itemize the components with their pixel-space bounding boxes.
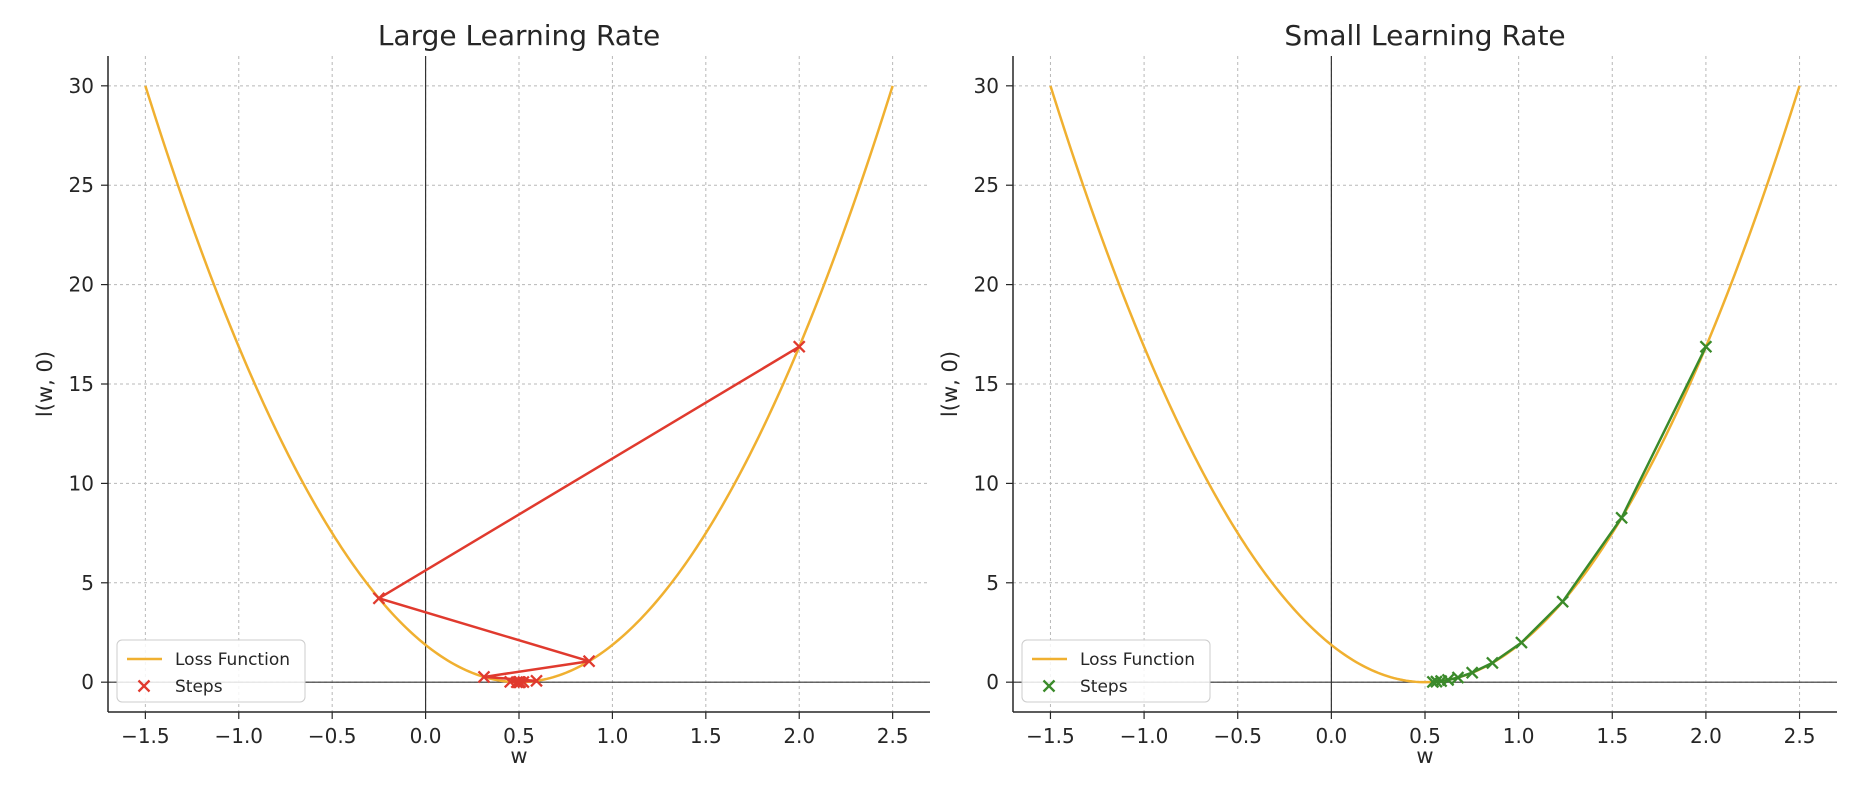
x-tick-label: 2.5 [1784, 724, 1816, 748]
y-tick-label: 15 [974, 372, 999, 396]
y-tick-label: 0 [81, 670, 94, 694]
y-tick-label: 15 [69, 372, 94, 396]
y-tick-label: 20 [69, 273, 94, 297]
step-marker-stroke [582, 654, 596, 668]
step-marker-stroke [477, 670, 491, 684]
step-marker-stroke [1465, 666, 1479, 679]
step-marker-stroke [792, 340, 806, 354]
loss-function-curve [1049, 85, 1801, 684]
chart-title: Small Learning Rate [1284, 19, 1565, 52]
steps-path [1432, 346, 1708, 684]
x-tick-label: 2.5 [877, 724, 909, 748]
x-tick-label: 1.0 [597, 724, 629, 748]
legend: Loss Function Steps [1021, 639, 1211, 703]
chart-panel-1: −1.5 −1.0 −0.5 0.0 0.5 1.0 1.5 2.0 2.5 0 5 10 15 20 25… [33, 19, 930, 768]
legend-box [116, 639, 306, 703]
legend-marker-swatch [1042, 679, 1056, 693]
y-tick-label: 25 [69, 173, 94, 197]
legend-marker-stroke [137, 679, 151, 693]
x-tick-label: 2.0 [783, 724, 815, 748]
x-tick-label: −1.5 [1026, 724, 1075, 748]
legend-box [1021, 639, 1211, 703]
step-marker [372, 592, 386, 605]
x-tick-label: −0.5 [308, 724, 357, 748]
y-tick-label: 30 [974, 74, 999, 98]
step-marker-stroke [1615, 511, 1628, 525]
legend-label: Loss Function [1080, 650, 1195, 670]
step-marker [1430, 675, 1443, 688]
y-axis-label: l(w, 0) [33, 351, 57, 417]
step-marker [792, 340, 806, 354]
step-marker [1451, 671, 1465, 684]
step-marker [1615, 511, 1628, 525]
y-tick-label: 10 [974, 471, 999, 495]
step-marker-stroke [372, 592, 386, 605]
y-tick-label: 30 [69, 74, 94, 98]
step-marker-stroke [1486, 656, 1499, 670]
y-tick-label: 5 [986, 571, 999, 595]
x-tick-label: 0.0 [1315, 724, 1347, 748]
y-tick-label: 25 [974, 173, 999, 197]
legend-marker-swatch [137, 679, 151, 693]
y-tick-label: 0 [986, 670, 999, 694]
step-marker [1515, 636, 1528, 649]
step-marker-stroke [1451, 671, 1465, 684]
step-marker [530, 674, 543, 688]
y-tick-label: 10 [69, 471, 94, 495]
y-axis-label: l(w, 0) [938, 351, 962, 417]
y-tick-label: 5 [81, 571, 94, 595]
chart-title: Large Learning Rate [378, 19, 660, 52]
step-marker [582, 654, 596, 668]
step-marker-stroke [1434, 674, 1448, 688]
x-tick-label: −0.5 [1213, 724, 1262, 748]
chart-panel-2: −1.5 −1.0 −0.5 0.0 0.5 1.0 1.5 2.0 2.5 0 5 10 15 20 25… [938, 19, 1837, 768]
y-tick-label: 20 [974, 273, 999, 297]
steps-path [377, 345, 800, 684]
x-tick-label: 0.5 [1409, 724, 1441, 748]
step-marker-stroke [1699, 340, 1713, 354]
step-marker-stroke [1515, 636, 1528, 649]
legend-label: Loss Function [175, 650, 290, 670]
step-marker-stroke [1556, 595, 1569, 608]
x-tick-label: −1.0 [214, 724, 263, 748]
x-tick-label: 0.0 [410, 724, 442, 748]
step-marker [512, 675, 526, 689]
x-tick-label: 1.5 [690, 724, 722, 748]
x-tick-label: 0.5 [503, 724, 535, 748]
x-axis-label: w [1416, 744, 1433, 768]
step-marker [1426, 675, 1440, 689]
x-tick-label: 1.5 [1596, 724, 1628, 748]
step-marker-stroke [530, 674, 543, 688]
step-marker-stroke [512, 675, 526, 689]
x-tick-label: −1.0 [1120, 724, 1169, 748]
x-tick-label: −1.5 [121, 724, 170, 748]
x-tick-label: 1.0 [1503, 724, 1535, 748]
legend-label: Steps [175, 677, 223, 697]
step-marker-stroke [1430, 675, 1443, 688]
step-marker [1699, 340, 1713, 354]
step-marker [1486, 656, 1499, 670]
step-marker [1465, 666, 1479, 679]
step-marker [477, 670, 491, 684]
step-marker-stroke [1426, 675, 1440, 689]
legend-label: Steps [1080, 677, 1128, 697]
step-marker [1556, 595, 1569, 608]
legend-marker-stroke [1042, 679, 1056, 693]
x-tick-label: 2.0 [1690, 724, 1722, 748]
x-axis-label: w [510, 744, 527, 768]
legend: Loss Function Steps [116, 639, 306, 703]
